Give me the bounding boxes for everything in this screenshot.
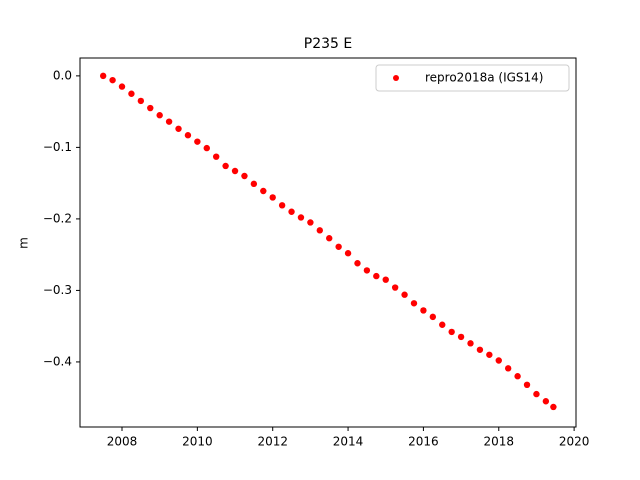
- point: [542, 398, 550, 405]
- point: [194, 138, 201, 145]
- point: [373, 272, 380, 280]
- x-tick-label: 2010: [182, 435, 213, 449]
- point: [533, 390, 540, 398]
- y-tick-label: −0.4: [43, 354, 72, 368]
- point: [128, 90, 135, 97]
- y-tick-label: 0.0: [53, 68, 72, 82]
- legend-label: repro2018a (IGS14): [425, 71, 543, 85]
- point: [504, 365, 512, 372]
- point: [391, 284, 399, 291]
- point: [354, 260, 361, 267]
- point: [212, 153, 220, 160]
- point: [316, 227, 324, 234]
- point: [363, 267, 371, 274]
- point: [550, 403, 557, 411]
- y-tick-label: −0.2: [43, 211, 72, 225]
- point: [118, 83, 126, 90]
- point: [523, 381, 531, 389]
- x-tick-label: 2020: [559, 435, 590, 449]
- legend-marker: [393, 75, 399, 81]
- point: [241, 172, 248, 180]
- point: [184, 132, 192, 139]
- point: [260, 187, 267, 195]
- point: [147, 104, 154, 112]
- point: [439, 321, 446, 328]
- point: [420, 307, 427, 314]
- point: [137, 97, 145, 105]
- point: [344, 250, 352, 257]
- point: [495, 357, 502, 364]
- point: [165, 118, 173, 125]
- x-tick-label: 2014: [333, 435, 364, 449]
- point: [401, 291, 408, 298]
- point: [269, 194, 276, 201]
- point: [410, 300, 418, 307]
- x-tick-label: 2018: [483, 435, 514, 449]
- point: [476, 346, 484, 353]
- x-tick-label: 2012: [257, 435, 288, 449]
- point: [448, 328, 455, 336]
- point: [156, 112, 163, 119]
- legend-box: [375, 64, 570, 92]
- point: [457, 333, 465, 341]
- point: [222, 162, 229, 170]
- x-tick-label: 2016: [408, 435, 439, 449]
- point: [109, 76, 116, 84]
- point: [250, 180, 258, 188]
- point: [288, 208, 295, 215]
- point: [326, 235, 333, 242]
- point: [231, 167, 239, 175]
- point: [335, 243, 342, 250]
- plot-frame: [79, 57, 577, 428]
- point: [203, 144, 210, 152]
- point: [99, 72, 107, 80]
- point: [514, 373, 521, 380]
- point: [297, 214, 305, 221]
- point: [175, 125, 182, 132]
- point: [429, 313, 437, 321]
- y-axis-label: m: [17, 237, 31, 249]
- y-tick-label: −0.1: [43, 140, 72, 154]
- point: [278, 202, 286, 209]
- chart-title: P235 E: [304, 36, 352, 52]
- point: [307, 219, 314, 226]
- y-tick-label: −0.3: [43, 283, 72, 297]
- point: [486, 351, 493, 358]
- x-tick-label: 2008: [107, 435, 138, 449]
- point: [467, 340, 474, 347]
- point: [382, 276, 389, 283]
